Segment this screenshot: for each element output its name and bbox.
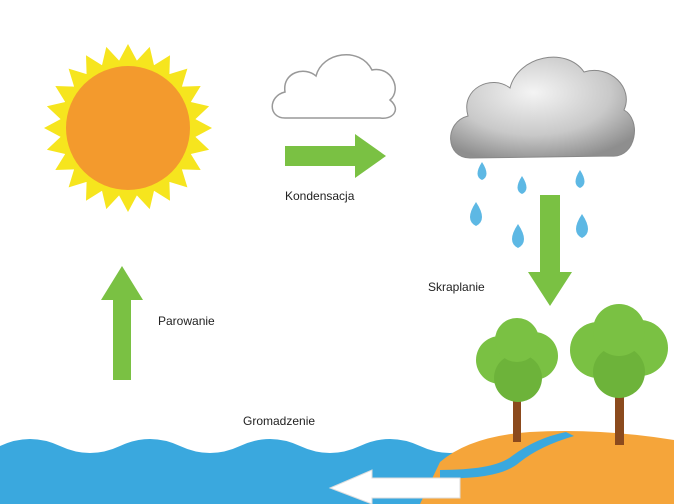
label-condensation: Kondensacja [285, 189, 355, 203]
sun-disc [66, 66, 190, 190]
tree-crown [495, 318, 539, 362]
tree-crown [593, 304, 645, 356]
label-evaporation: Parowanie [158, 314, 215, 328]
sun [44, 44, 212, 212]
water-cycle-diagram: Kondensacja Skraplanie Parowanie Gromadz… [0, 0, 674, 504]
label-precipitation: Skraplanie [428, 280, 485, 294]
label-collection: Gromadzenie [243, 414, 315, 428]
page: {"labels": {"condensation": "Kondensacja… [0, 0, 674, 504]
